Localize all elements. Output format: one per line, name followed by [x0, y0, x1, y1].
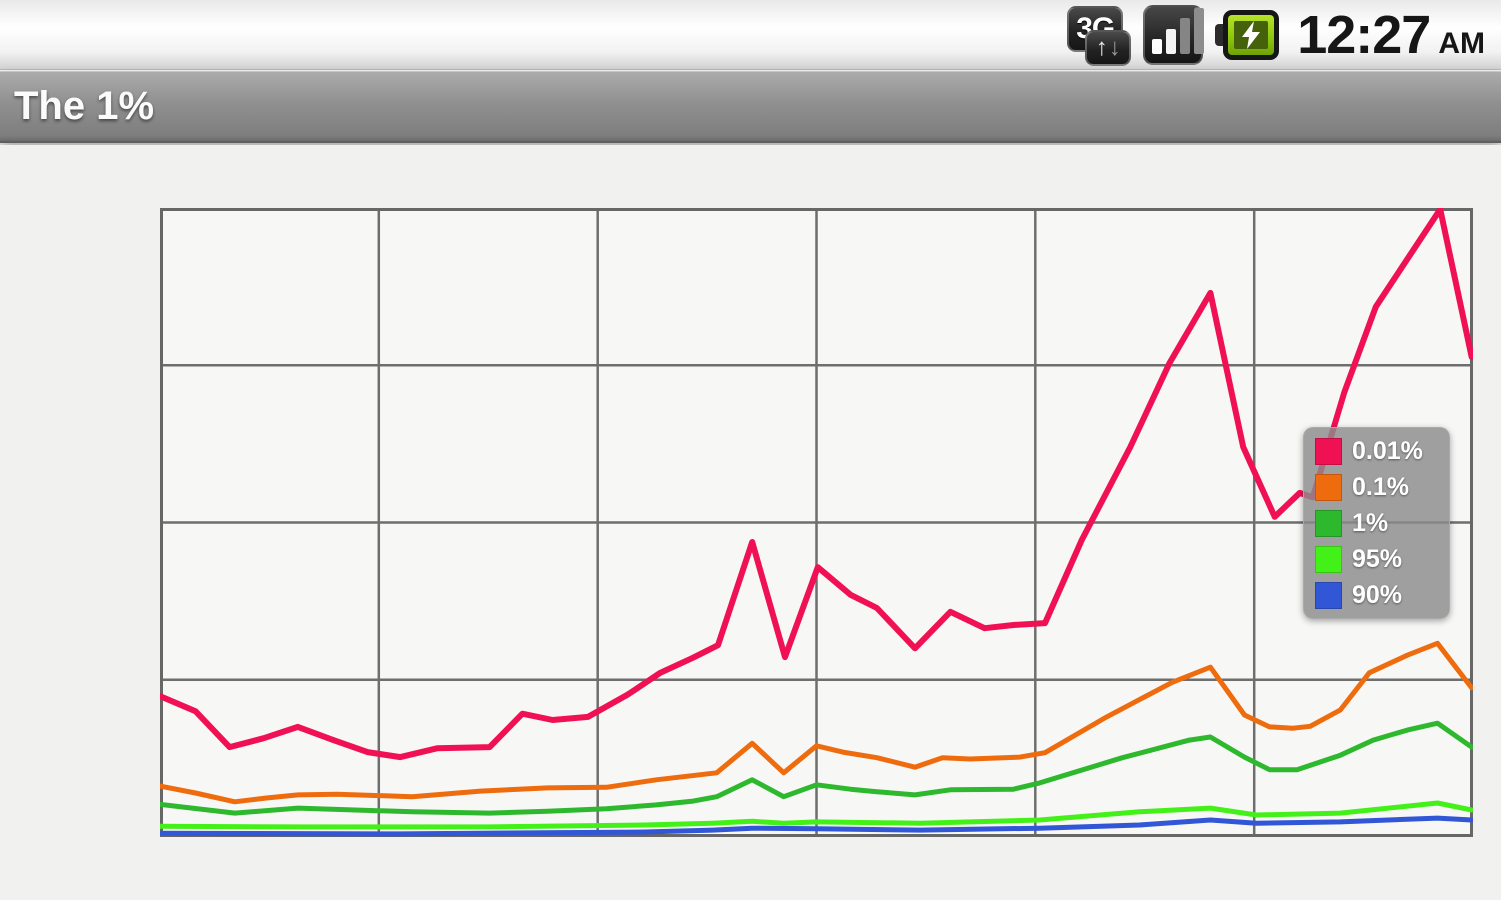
legend-color-chip — [1315, 473, 1342, 501]
signal-bar-4 — [1194, 7, 1205, 54]
legend-color-chip — [1315, 545, 1342, 573]
legend-item: 0.01% — [1315, 437, 1438, 465]
legend-color-chip — [1315, 509, 1342, 537]
upload-arrow-icon: ↑ — [1095, 33, 1108, 61]
legend-label: 0.01% — [1352, 436, 1423, 465]
legend-item: 95% — [1315, 545, 1438, 573]
clock-meridiem: AM — [1438, 26, 1485, 60]
chart-legend: 0.01% 0.1% 1% 95% 90% — [1303, 427, 1450, 619]
download-arrow-icon: ↓ — [1108, 33, 1121, 61]
legend-color-chip — [1315, 581, 1342, 609]
legend-color-chip — [1315, 437, 1342, 465]
legend-label: 1% — [1352, 508, 1389, 537]
signal-bar-1 — [1152, 38, 1163, 54]
legend-item: 0.1% — [1315, 473, 1438, 501]
status-bar[interactable]: 3G ↑ ↓ 12:27 AM — [0, 0, 1501, 70]
status-clock: 12:27 AM — [1297, 4, 1485, 66]
signal-strength-icon — [1143, 4, 1205, 65]
battery-charging-icon — [1215, 9, 1280, 60]
title-bar: The 1% — [0, 71, 1501, 143]
chart-plot[interactable] — [160, 208, 1473, 837]
line-chart-canvas — [160, 208, 1473, 837]
data-arrows-icon: ↑ ↓ — [1085, 29, 1132, 66]
legend-label: 90% — [1352, 580, 1403, 609]
legend-label: 0.1% — [1352, 472, 1409, 501]
signal-bar-2 — [1166, 28, 1177, 54]
legend-item: 90% — [1315, 581, 1438, 609]
battery-body — [1223, 9, 1280, 60]
mobile-data-3g-icon: 3G ↑ ↓ — [1067, 4, 1132, 66]
clock-time: 12:27 — [1297, 4, 1431, 65]
legend-item: 1% — [1315, 509, 1438, 537]
signal-bar-3 — [1180, 17, 1191, 54]
page-title: The 1% — [14, 84, 155, 128]
legend-label: 95% — [1352, 544, 1403, 573]
lightning-bolt-icon — [1242, 20, 1261, 49]
